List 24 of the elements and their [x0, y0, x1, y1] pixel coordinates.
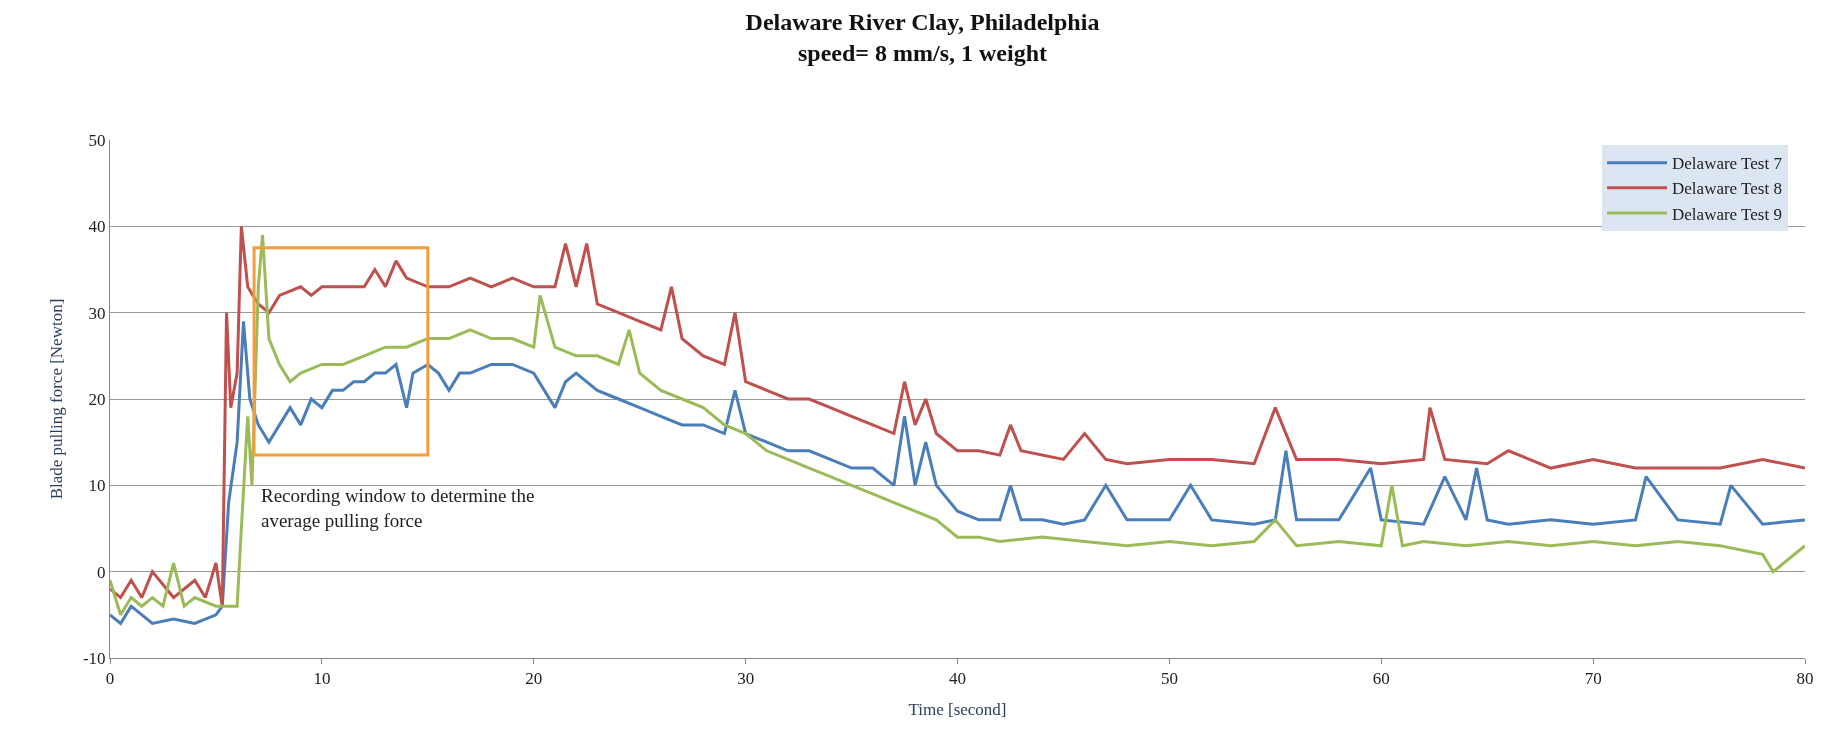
x-tick-label: 80	[1796, 669, 1814, 689]
x-axis-title: Time [second]	[908, 699, 1007, 719]
y-tick-label: -10	[82, 648, 106, 668]
y-tick-label: 20	[88, 389, 106, 409]
chart-title: Delaware River Clay, Philadelphia	[745, 8, 1100, 35]
y-tick-label: 40	[88, 217, 106, 237]
legend-label: Delaware Test 9	[1672, 204, 1782, 224]
legend-label: Delaware Test 7	[1672, 154, 1783, 174]
chart-subtitle: speed= 8 mm/s, 1 weight	[798, 39, 1048, 66]
x-tick-label: 70	[1584, 669, 1602, 689]
y-tick-label: 10	[88, 476, 106, 496]
y-tick-label: 30	[88, 303, 106, 323]
x-tick-label: 30	[737, 669, 755, 689]
x-tick-label: 60	[1372, 669, 1390, 689]
y-tick-label: 50	[88, 130, 106, 150]
y-tick-label: 0	[97, 562, 106, 582]
y-axis-title: Blade pulling force [Newton]	[47, 298, 67, 500]
x-tick-label: 50	[1160, 669, 1178, 689]
annotation: Recording window to determine the average pulling force	[261, 485, 535, 531]
x-tick-label: 10	[313, 669, 331, 689]
line-series	[110, 319, 1805, 625]
x-tick-label: 40	[949, 669, 966, 689]
legend-label: Delaware Test 8	[1672, 179, 1782, 199]
x-tick-label: 20	[525, 669, 543, 689]
